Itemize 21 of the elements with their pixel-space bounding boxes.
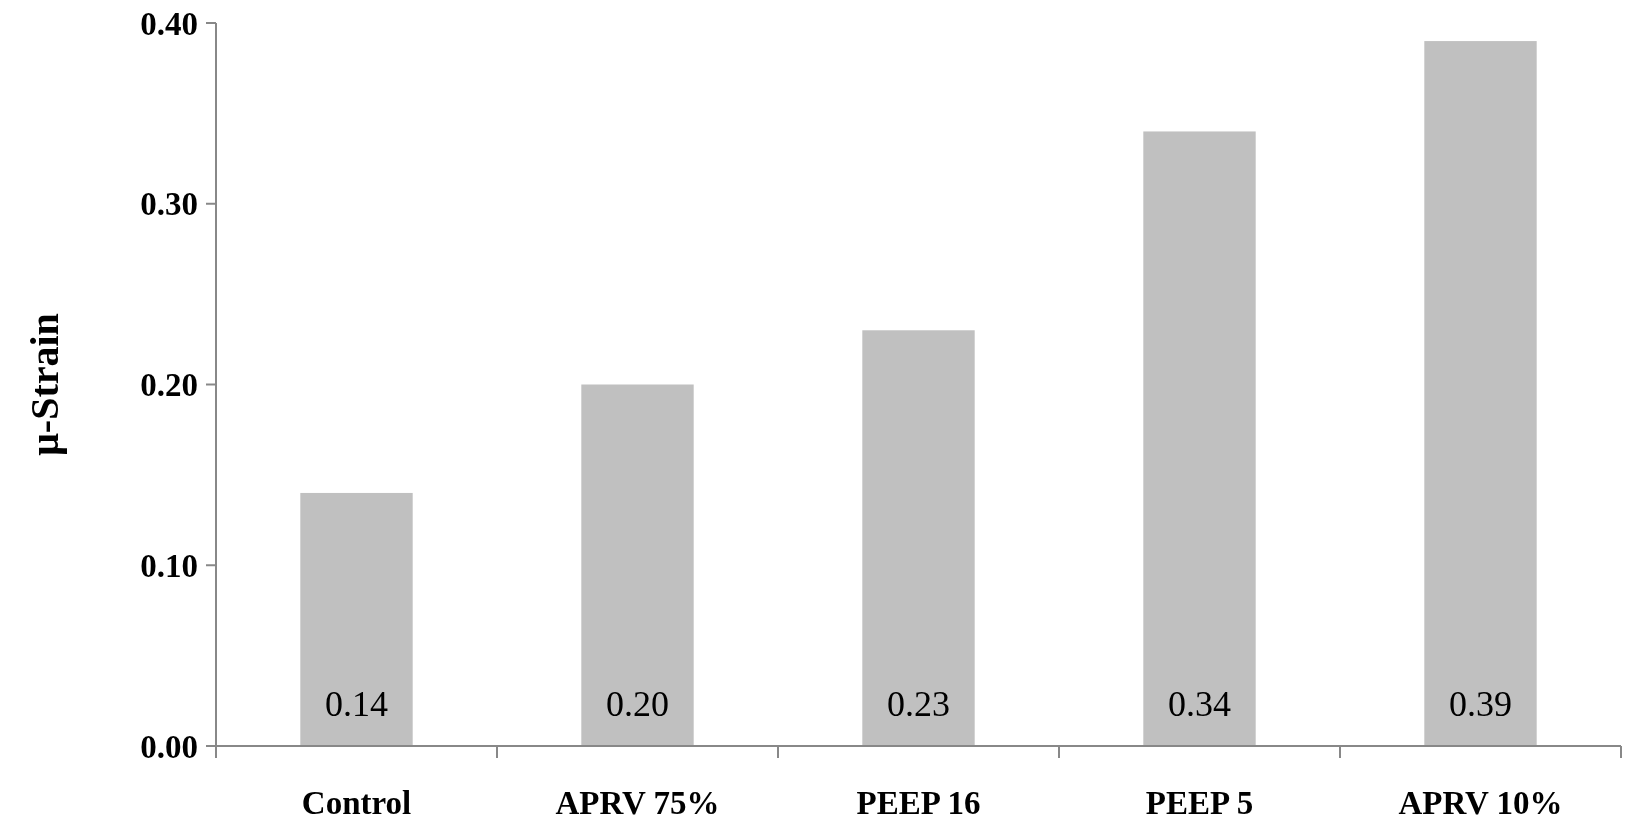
bar [862,330,975,746]
y-tick-label: 0.10 [140,547,198,584]
bar [300,492,413,746]
data-label: 0.39 [1449,684,1512,724]
bar [581,384,694,746]
x-tick-label: APRV 10% [1398,785,1563,821]
y-tick-label: 0.40 [140,5,198,42]
x-tick-label: PEEP 5 [1145,785,1254,821]
data-label: 0.34 [1168,684,1231,724]
bar [1143,131,1256,746]
data-label: 0.23 [887,684,950,724]
data-label: 0.14 [325,684,388,724]
y-tick-label: 0.20 [140,367,198,404]
y-tick-label: 0.30 [140,186,198,223]
x-tick-label: Control [301,785,412,821]
x-tick-label: PEEP 16 [856,785,981,821]
y-axis-title: μ-Strain [22,313,67,456]
y-tick-label: 0.00 [140,728,198,765]
data-label: 0.20 [606,684,669,724]
bar [1424,41,1537,746]
x-tick-label: APRV 75% [555,785,720,821]
